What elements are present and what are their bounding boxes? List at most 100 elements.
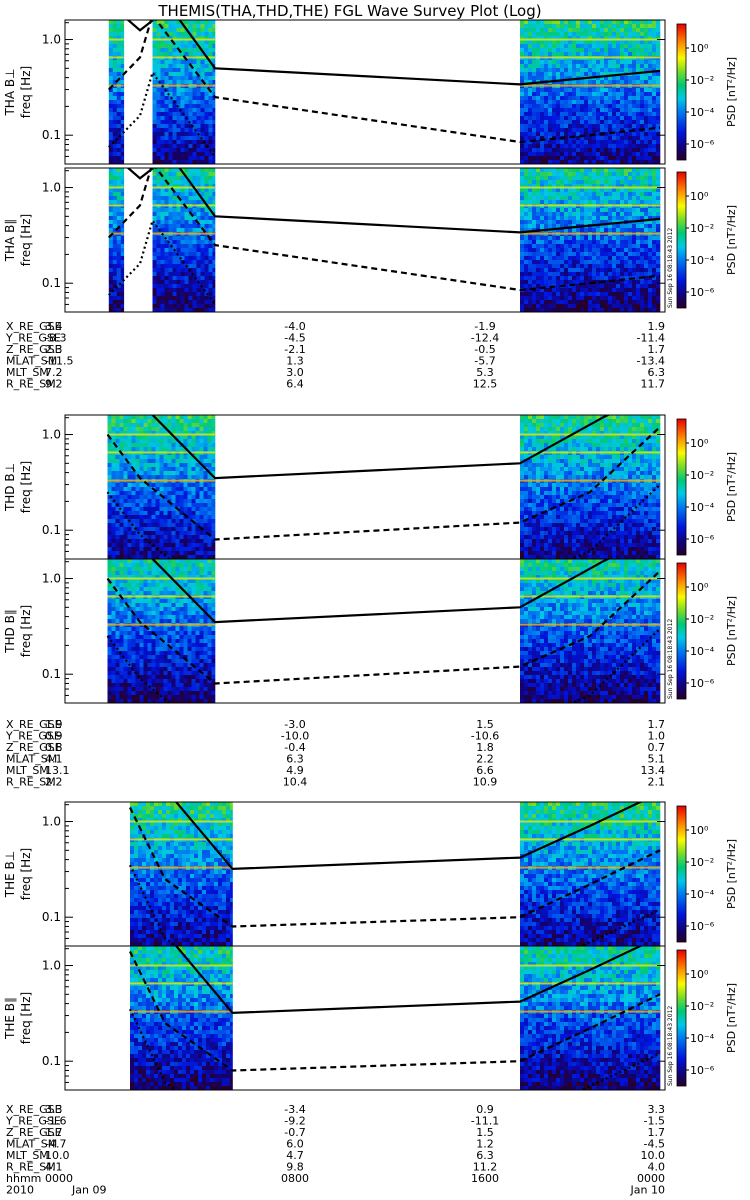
- psd-cell: [108, 44, 114, 49]
- psd-cell: [652, 248, 657, 253]
- psd-cell: [168, 248, 173, 253]
- psd-cell: [632, 228, 637, 233]
- psd-cell: [588, 196, 593, 201]
- psd-cell: [624, 76, 629, 81]
- psd-cell: [115, 475, 120, 480]
- psd-cell: [172, 272, 177, 277]
- psd-cell: [108, 188, 114, 193]
- psd-cell: [120, 132, 125, 137]
- psd-cell: [195, 515, 200, 520]
- psd-cell: [532, 220, 537, 225]
- psd-cell: [143, 519, 148, 524]
- psd-cell: [648, 140, 653, 145]
- psd-cell: [540, 300, 545, 305]
- psd-cell: [596, 76, 601, 81]
- psd-cell: [612, 288, 617, 293]
- psd-cell: [620, 20, 625, 25]
- psd-cell: [164, 296, 169, 301]
- psd-cell: [580, 96, 585, 101]
- psd-cell: [191, 551, 196, 556]
- psd-cell: [195, 487, 200, 492]
- psd-cell: [184, 184, 189, 189]
- psd-cell: [560, 64, 565, 69]
- psd-cell: [175, 543, 180, 548]
- psd-cell: [568, 152, 573, 157]
- psd-cell: [580, 268, 585, 273]
- psd-cell: [628, 184, 633, 189]
- psd-cell: [624, 52, 629, 57]
- psd-cell: [640, 224, 645, 229]
- psd-cell: [127, 447, 132, 452]
- psd-cell: [612, 144, 617, 149]
- psd-cell: [188, 112, 193, 117]
- psd-cell: [172, 236, 177, 241]
- psd-cell: [528, 284, 533, 289]
- psd-cell: [564, 144, 569, 149]
- psd-cell: [119, 523, 124, 528]
- psd-cell: [568, 228, 573, 233]
- psd-cell: [656, 48, 661, 53]
- psd-cell: [156, 104, 161, 109]
- psd-cell: [196, 252, 201, 257]
- psd-cell: [196, 128, 201, 133]
- psd-cell: [200, 240, 205, 245]
- psd-cell: [192, 104, 197, 109]
- psd-cell: [600, 112, 605, 117]
- psd-cell: [119, 431, 124, 436]
- psd-cell: [115, 547, 120, 552]
- psd-cell: [608, 64, 613, 69]
- psd-cell: [588, 124, 593, 129]
- psd-cell: [176, 296, 181, 301]
- psd-cell: [176, 220, 181, 225]
- psd-cell: [580, 240, 585, 245]
- psd-cell: [196, 188, 201, 193]
- psd-cell: [176, 284, 181, 289]
- psd-cell: [560, 32, 565, 37]
- psd-cell: [612, 220, 617, 225]
- psd-cell: [568, 156, 573, 161]
- psd-cell: [184, 180, 189, 185]
- psd-cell: [596, 144, 601, 149]
- psd-cell: [120, 300, 125, 305]
- psd-cell: [115, 499, 120, 504]
- psd-cell: [532, 68, 537, 73]
- psd-cell: [648, 292, 653, 297]
- psd-cell: [164, 160, 169, 164]
- psd-cell: [200, 144, 205, 149]
- psd-cell: [183, 463, 188, 468]
- psd-cell: [572, 64, 577, 69]
- psd-cell: [200, 160, 205, 164]
- psd-cell: [164, 284, 169, 289]
- psd-cell: [111, 555, 116, 559]
- psd-cell: [564, 160, 569, 164]
- psd-cell: [139, 491, 144, 496]
- psd-cell: [564, 292, 569, 297]
- psd-cell: [108, 108, 114, 113]
- psd-cell: [123, 507, 128, 512]
- psd-cell: [640, 268, 645, 273]
- psd-cell: [163, 483, 168, 488]
- psd-cell: [188, 220, 193, 225]
- psd-cell: [588, 260, 593, 265]
- psd-cell: [576, 284, 581, 289]
- psd-cell: [192, 156, 197, 161]
- psd-cell: [552, 224, 557, 229]
- psd-cell: [139, 555, 144, 559]
- psd-cell: [199, 495, 204, 500]
- psd-cell: [152, 100, 157, 105]
- colorbar-tick-label: 10⁻⁶: [690, 138, 715, 151]
- psd-cell: [172, 256, 177, 261]
- psd-cell: [600, 64, 605, 69]
- psd-cell: [112, 264, 118, 269]
- psd-cell: [620, 120, 625, 125]
- psd-cell: [160, 80, 165, 85]
- psd-cell: [120, 92, 125, 97]
- harmonic-line: [152, 84, 215, 87]
- psd-cell: [151, 495, 156, 500]
- psd-cell: [112, 136, 118, 141]
- psd-cell: [167, 483, 172, 488]
- psd-cell: [520, 128, 525, 133]
- psd-cell: [151, 535, 156, 540]
- psd-cell: [212, 104, 216, 109]
- psd-cell: [203, 415, 208, 420]
